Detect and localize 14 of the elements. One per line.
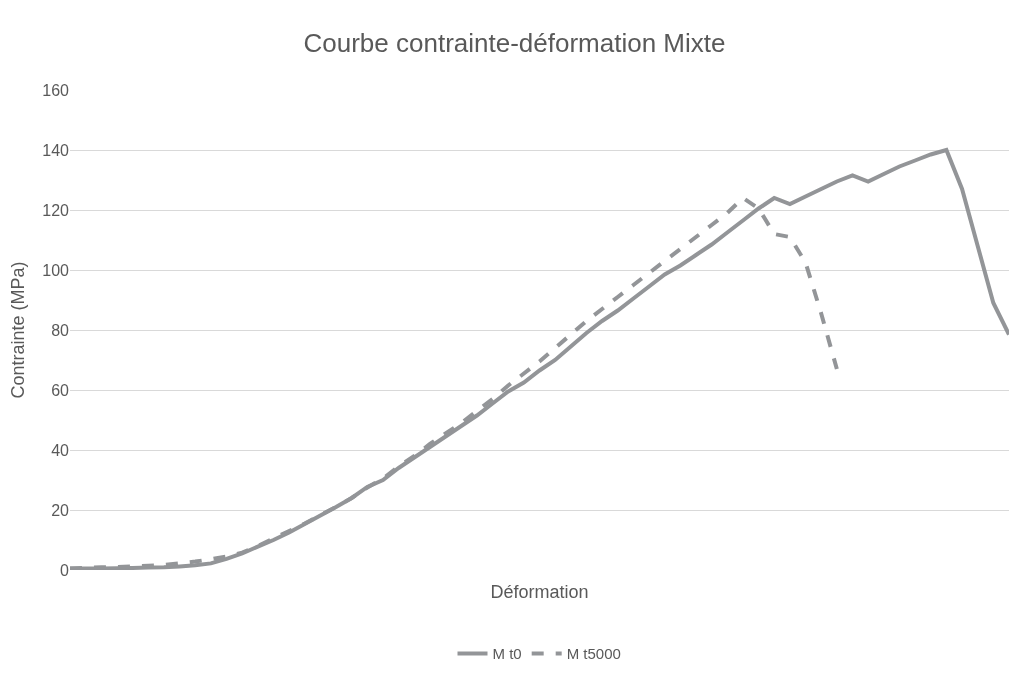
y-tick-label: 160 [42,81,70,99]
y-axis-title: Contrainte (MPa) [8,261,29,399]
y-tick-label: 40 [51,441,70,459]
y-tick-label: 100 [42,261,70,279]
legend-label: M t0 [492,645,522,663]
chart-title: Courbe contrainte-déformation Mixte [303,28,726,59]
x-axis-title: Déformation [490,582,589,603]
y-tick-label: 80 [51,321,70,339]
y-tick-label: 60 [51,381,70,399]
y-tick-label: 140 [42,141,70,159]
y-tick-label: 0 [60,561,70,579]
y-tick-label: 120 [42,201,70,219]
y-tick-label: 20 [51,501,70,519]
legend-label: M t5000 [566,645,621,663]
